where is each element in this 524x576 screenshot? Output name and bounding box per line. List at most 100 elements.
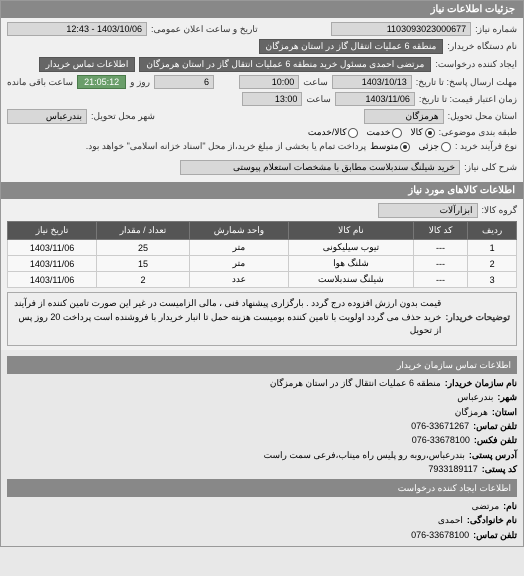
table-cell: 25	[97, 240, 190, 256]
main-content: شماره نیاز: 1103093023000677 تاریخ و ساع…	[1, 18, 523, 182]
label-goods-group: گروه کالا:	[482, 205, 517, 216]
row-packaging: طبقه بندی موضوعی: کالا خدمت کالا/خدمت	[7, 127, 517, 138]
label-org-zip: کد پستی:	[482, 462, 517, 476]
org-addr: بندرعباس،روبه رو پلیس راه میناب،فرعی سمت…	[264, 448, 465, 462]
creator-name-line: نام: مرتضی	[7, 499, 517, 513]
table-header-row: ردیف کد کالا نام کالا واحد شمارش تعداد /…	[8, 222, 517, 240]
col-code: کد کالا	[413, 222, 468, 240]
label-process-type: نوع فرآیند خرید :	[455, 141, 517, 152]
table-cell: 2	[97, 272, 190, 288]
table-cell: 2	[468, 256, 517, 272]
row-process-type: نوع فرآیند خرید : جزئی متوسط پرداخت تمام…	[7, 141, 517, 152]
label-org-name: نام سازمان خریدار:	[445, 376, 517, 390]
field-remain-days: 6	[154, 75, 214, 89]
field-goods-group: ابزارآلات	[378, 203, 478, 218]
goods-table: ردیف کد کالا نام کالا واحد شمارش تعداد /…	[7, 221, 517, 288]
table-cell: 15	[97, 256, 190, 272]
field-requester: مرتضی احمدی مسئول خرید منطقه 6 عملیات ان…	[139, 57, 431, 72]
field-reply-date: 1403/10/13	[332, 75, 412, 89]
org-prov: هرمزگان	[455, 405, 488, 419]
label-province: استان محل تحویل:	[448, 111, 517, 122]
label-reply-deadline: مهلت ارسال پاسخ: تا تاریخ:	[416, 77, 517, 88]
radio-mid[interactable]: متوسط	[370, 141, 410, 152]
org-city: بندرعباس	[457, 390, 493, 404]
org-contact-header: اطلاعات تماس سازمان خریدار	[7, 356, 517, 374]
creator-lname: احمدی	[438, 513, 463, 527]
org-name: منطقه 6 عملیات انتقال گاز در استان هرمزگ…	[270, 376, 441, 390]
creator-lname-line: نام خانوادگی: احمدی	[7, 513, 517, 527]
radio-goods-label: کالا	[410, 127, 422, 138]
table-cell: متر	[189, 256, 288, 272]
label-creator-phone: تلفن تماس:	[473, 528, 517, 542]
row-request-no: شماره نیاز: 1103093023000677 تاریخ و ساع…	[7, 22, 517, 36]
label-org-addr: آدرس پستی:	[469, 448, 517, 462]
table-cell: ---	[413, 240, 468, 256]
row-buyer-org: نام دستگاه خریدار: منطقه 6 عملیات انتقال…	[7, 39, 517, 54]
org-fax-line: تلفن فکس: 076-33678100	[7, 433, 517, 447]
radio-dot-icon	[441, 142, 451, 152]
field-remain-time: 21:05:12	[77, 75, 126, 89]
row-price-valid: زمان اعتبار قیمت: تا تاریخ: 1403/11/06 س…	[7, 92, 517, 106]
label-need-title: شرح کلی نیاز:	[464, 162, 517, 173]
process-note: پرداخت تمام یا بخشی از مبلغ خرید،از محل …	[86, 141, 366, 152]
label-day-and: روز و	[130, 77, 150, 88]
radio-goods-service-label: کالا/خدمت	[308, 127, 347, 138]
table-cell: ---	[413, 272, 468, 288]
creator-contact-header: اطلاعات ایجاد کننده درخواست	[7, 479, 517, 497]
radio-service[interactable]: خدمت	[366, 127, 402, 138]
label-announce-dt: تاریخ و ساعت اعلان عمومی:	[151, 24, 258, 35]
radio-dot-icon	[400, 142, 410, 152]
table-cell: 1403/11/06	[8, 240, 97, 256]
table-cell: تیوب سیلیکونی	[289, 240, 414, 256]
label-creator-name: نام:	[503, 499, 517, 513]
creator-phone-line: تلفن تماس: 076-33678100	[7, 528, 517, 542]
field-need-title: خرید شیلنگ سندبلاست مطابق با مشخصات استع…	[180, 160, 460, 175]
radio-group-type: کالا خدمت کالا/خدمت	[308, 127, 435, 138]
notes-box: توضیحات خریدار: قیمت بدون ارزش افزوده در…	[7, 292, 517, 346]
table-cell: 1403/11/06	[8, 272, 97, 288]
creator-name: مرتضی	[472, 499, 500, 513]
radio-goods[interactable]: کالا	[410, 127, 434, 138]
table-cell: 1	[468, 240, 517, 256]
radio-goods-service[interactable]: کالا/خدمت	[308, 127, 359, 138]
org-city-line: شهر: بندرعباس	[7, 390, 517, 404]
radio-service-label: خدمت	[366, 127, 390, 138]
org-addr-line: آدرس پستی: بندرعباس،روبه رو پلیس راه مین…	[7, 448, 517, 462]
row-delivery-loc: استان محل تحویل: هرمزگان شهر محل تحویل: …	[7, 109, 517, 124]
table-row: 1---تیوب سیلیکونیمتر251403/11/06	[8, 240, 517, 256]
field-buyer-org: منطقه 6 عملیات انتقال گاز در استان هرمزگ…	[259, 39, 444, 54]
label-creator-lname: نام خانوادگی:	[467, 513, 517, 527]
org-fax: 076-33678100	[412, 433, 470, 447]
label-hour-1: ساعت	[303, 77, 328, 88]
button-contact-info[interactable]: اطلاعات تماس خریدار	[39, 57, 136, 72]
label-price-valid: زمان اعتبار قیمت: تا تاریخ:	[419, 94, 517, 105]
table-cell: عدد	[189, 272, 288, 288]
row-need-title: شرح کلی نیاز: خرید شیلنگ سندبلاست مطابق …	[7, 160, 517, 175]
table-cell: شلنگ هوا	[289, 256, 414, 272]
org-prov-line: استان: هرمزگان	[7, 405, 517, 419]
table-cell: شیلنگ سندبلاست	[289, 272, 414, 288]
contact-section: اطلاعات تماس سازمان خریدار نام سازمان خر…	[1, 350, 523, 547]
radio-low[interactable]: جزئی	[418, 141, 451, 152]
row-reply-deadline: مهلت ارسال پاسخ: تا تاریخ: 1403/10/13 سا…	[7, 75, 517, 89]
radio-low-label: جزئی	[418, 141, 439, 152]
label-city: شهر محل تحویل:	[91, 111, 155, 122]
radio-mid-label: متوسط	[370, 141, 398, 152]
field-announce-dt: 1403/10/06 - 12:43	[7, 22, 147, 36]
label-hour-2: ساعت	[306, 94, 331, 105]
goods-header: اطلاعات کالاهای مورد نیاز	[1, 182, 523, 199]
label-request-no: شماره نیاز:	[475, 24, 517, 35]
label-org-phone: تلفن تماس:	[473, 419, 517, 433]
label-org-fax: تلفن فکس:	[474, 433, 517, 447]
main-header: جزئیات اطلاعات نیاز	[1, 1, 523, 18]
table-cell: متر	[189, 240, 288, 256]
label-packaging: طبقه بندی موضوعی:	[439, 127, 517, 138]
row-goods-group: گروه کالا: ابزارآلات	[7, 203, 517, 218]
col-qty: تعداد / مقدار	[97, 222, 190, 240]
field-city: بندرعباس	[7, 109, 87, 124]
radio-dot-icon	[425, 128, 435, 138]
row-requester: ایجاد کننده درخواست: مرتضی احمدی مسئول خ…	[7, 57, 517, 72]
label-buyer-org: نام دستگاه خریدار:	[447, 41, 517, 52]
details-panel: جزئیات اطلاعات نیاز شماره نیاز: 11030930…	[0, 0, 524, 547]
field-province: هرمزگان	[364, 109, 444, 124]
